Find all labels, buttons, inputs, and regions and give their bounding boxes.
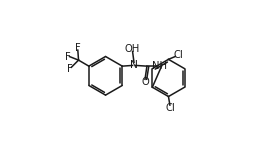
- Text: Cl: Cl: [165, 103, 175, 113]
- Text: O: O: [142, 77, 150, 87]
- Text: NH: NH: [152, 61, 167, 71]
- Text: F: F: [75, 43, 81, 53]
- Text: Cl: Cl: [173, 50, 183, 60]
- Text: OH: OH: [125, 44, 140, 54]
- Text: N: N: [130, 60, 138, 70]
- Text: F: F: [67, 64, 73, 74]
- Text: F: F: [65, 52, 71, 61]
